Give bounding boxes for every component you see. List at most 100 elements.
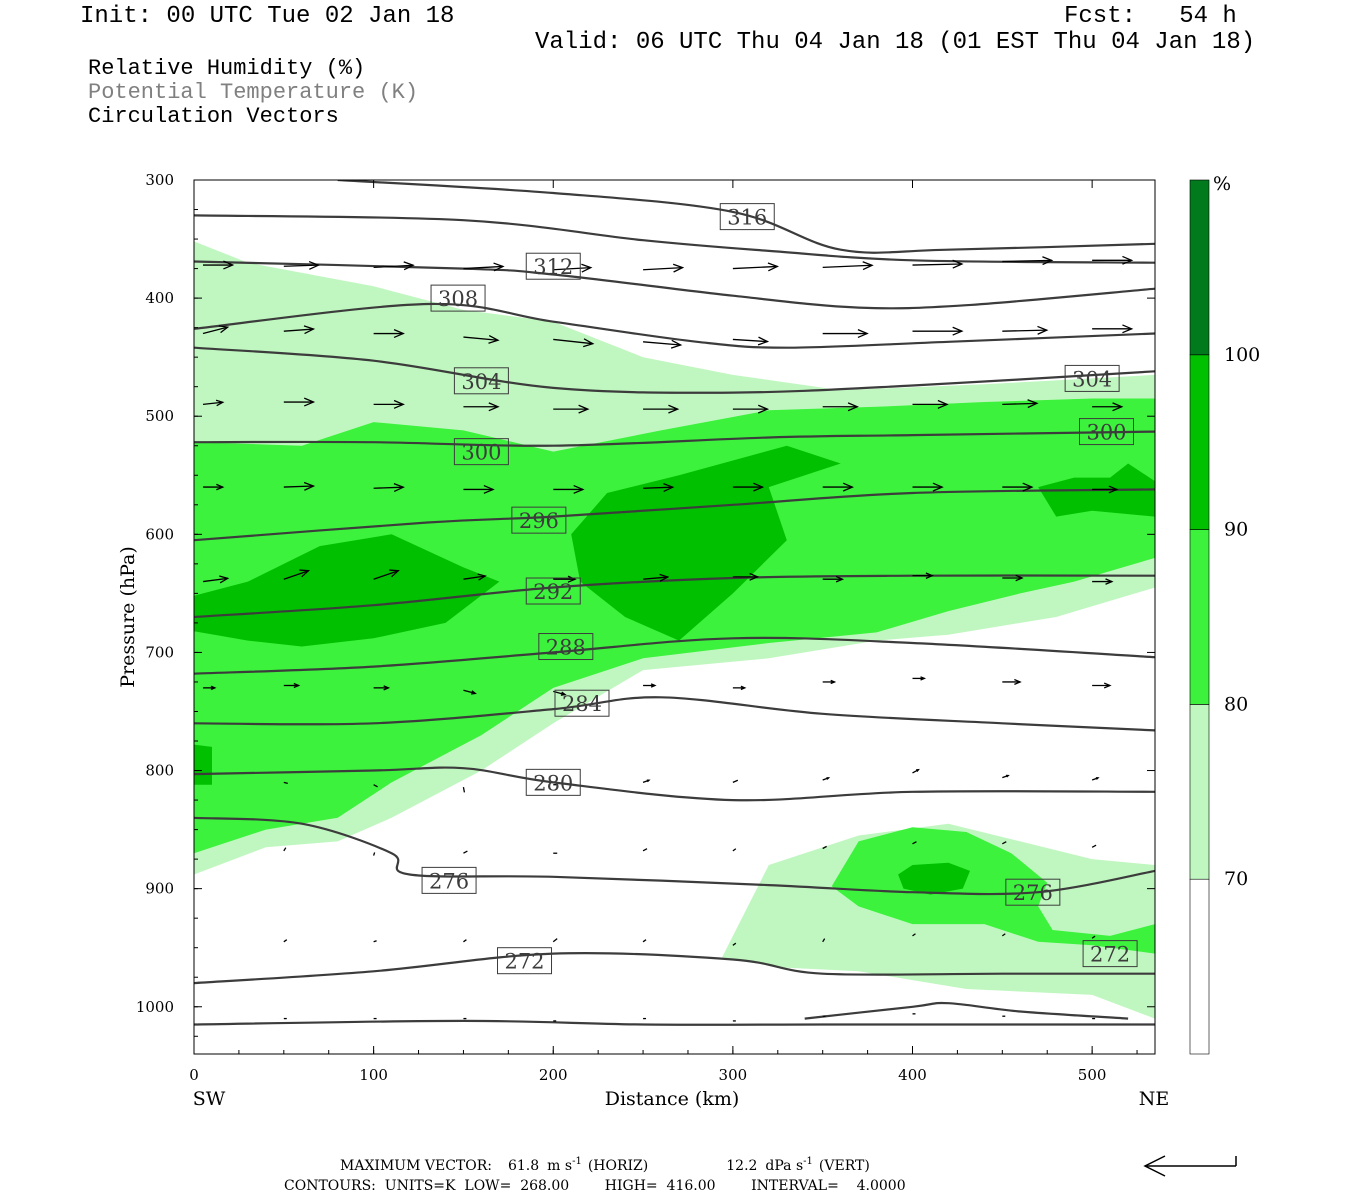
y-tick-label: 900: [145, 880, 174, 898]
x-axis-label: Distance (km): [605, 1088, 740, 1110]
vector-arrow: [732, 404, 770, 414]
theta-line-10: [194, 766, 1155, 802]
theta-contours: [194, 180, 1155, 1026]
theta-line-7: [194, 574, 1155, 619]
theta-line-11: [194, 816, 1155, 896]
theta-line-6: [194, 488, 1155, 542]
field-label-theta: Potential Temperature (K): [88, 80, 419, 105]
vector-arrow: [202, 399, 225, 407]
vector-arrow: [1092, 682, 1112, 689]
theta-label: 300: [453, 438, 509, 466]
theta-label-text: 296: [519, 509, 559, 533]
theta-label-text: 292: [533, 580, 573, 604]
x-tick-label: 300: [719, 1066, 748, 1084]
x-tick-label: 400: [898, 1066, 927, 1084]
vector-arrow: [732, 779, 739, 783]
y-tick-label: 1000: [136, 998, 174, 1016]
vector-arrow: [283, 260, 321, 270]
vector-arrow: [463, 334, 500, 344]
vector-arrow: [642, 848, 648, 852]
reference-vector-icon: [1143, 1155, 1237, 1177]
colorbar-swatch: [1189, 354, 1210, 530]
vector-arrow: [822, 402, 859, 412]
vector-arrow: [283, 847, 287, 852]
vector-arrow: [463, 689, 477, 695]
vector-arrow: [732, 942, 737, 946]
vector-arrow: [202, 483, 225, 491]
x-tick-label: 500: [1078, 1066, 1107, 1084]
y-tick-label: 700: [145, 643, 174, 661]
rh-region-r90-0: [194, 534, 500, 647]
field-label-vectors: Circulation Vectors: [88, 104, 339, 129]
vector-arrow: [1002, 325, 1049, 335]
theta-label-text: 300: [461, 441, 501, 465]
plot-frame: [193, 179, 1156, 1055]
rh-region-r80-1: [831, 827, 1155, 954]
theta-line-3: [194, 302, 1155, 349]
y-tick-label: 300: [145, 171, 174, 189]
vector-arrow: [283, 481, 316, 491]
vector-arrow: [463, 573, 487, 581]
vector-arrow: [822, 261, 874, 271]
theta-label: 308: [430, 284, 486, 312]
vector-arrow: [553, 404, 590, 414]
theta-line-12: [194, 952, 1155, 985]
vector-arrow: [373, 569, 400, 580]
theta-line-8: [194, 636, 1155, 675]
vector-arrow: [202, 685, 217, 691]
vector-arrow: [643, 263, 685, 273]
colorbar-label: 80: [1224, 693, 1248, 715]
theta-label: 272: [497, 947, 553, 975]
vector-arrow: [463, 939, 467, 943]
vector-arrow: [732, 336, 770, 346]
vector-arrow: [822, 482, 854, 492]
vector-arrow: [1002, 482, 1034, 492]
circulation-vectors: [202, 255, 1134, 1022]
vector-arrow: [822, 679, 837, 685]
theta-line-2: [194, 260, 1155, 310]
theta-label: 280: [525, 768, 581, 796]
theta-label-text: 312: [533, 255, 573, 279]
vector-arrow: [283, 939, 288, 943]
vector-arrow: [732, 572, 760, 581]
theta-label: 316: [719, 203, 775, 231]
theta-label: 292: [525, 577, 581, 605]
theta-label-text: 276: [429, 869, 469, 893]
theta-label: 272: [1082, 940, 1138, 968]
x-end-label-ne: NE: [1139, 1088, 1170, 1110]
colorbar-label: 70: [1224, 868, 1248, 890]
rh-shading: [194, 241, 1155, 1019]
vector-arrow: [1002, 678, 1022, 685]
vector-arrow: [463, 402, 500, 412]
vector-arrow: [202, 260, 235, 270]
vector-arrow: [283, 781, 288, 785]
vector-arrow: [912, 768, 920, 774]
vector-arrow: [553, 263, 593, 273]
vector-arrow: [552, 938, 558, 943]
colorbar-swatch: [1189, 704, 1210, 880]
rh-region-r90-3: [194, 744, 212, 785]
theta-label-text: 276: [1013, 881, 1053, 905]
vector-arrow: [373, 399, 405, 409]
vector-arrow: [373, 261, 415, 271]
vector-arrow: [1002, 774, 1010, 779]
theta-label-text: 288: [546, 636, 586, 660]
theta-line-4: [194, 346, 1155, 394]
rh-region-r90-1: [571, 445, 841, 641]
colorbar-label: 90: [1224, 519, 1248, 541]
theta-label-text: 272: [504, 950, 544, 974]
y-tick-label: 400: [145, 289, 174, 307]
vector-arrow: [912, 676, 927, 681]
vector-arrow: [373, 852, 376, 856]
vector-arrow: [822, 845, 827, 850]
theta-line-0: [337, 180, 1155, 254]
vector-arrow: [283, 325, 316, 335]
vector-arrow: [912, 933, 916, 937]
theta-label: 304: [1064, 364, 1120, 392]
vector-arrow: [463, 850, 468, 854]
vector-arrow: [822, 575, 845, 583]
max-vector-text: MAXIMUM VECTOR: 61.8 m s-1 (HORIZ) 12.2 dPa s…: [340, 1156, 870, 1174]
vector-arrow: [732, 848, 737, 852]
vector-arrow: [1092, 255, 1134, 265]
